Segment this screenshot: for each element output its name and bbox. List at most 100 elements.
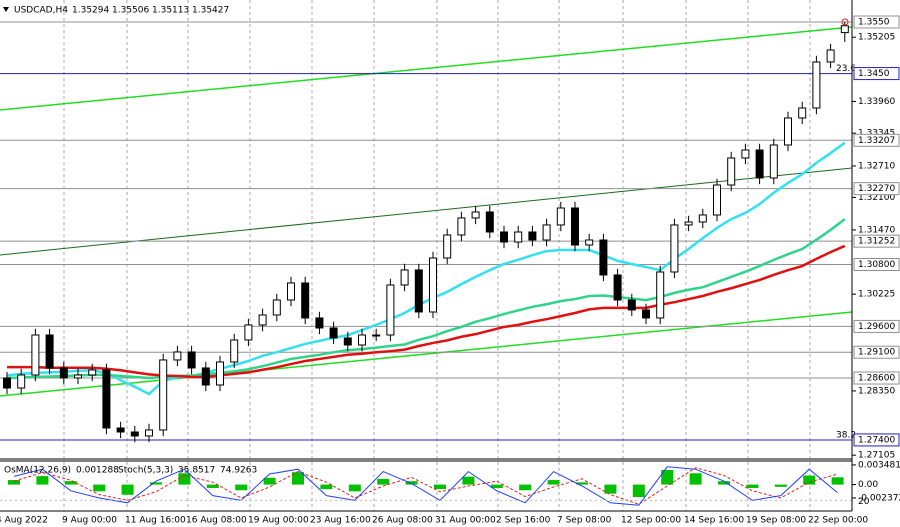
candle-body	[3, 377, 11, 389]
candle-body	[528, 231, 537, 241]
indicator-pane	[0, 466, 852, 506]
level-label: 1.27400	[858, 435, 895, 445]
moving-average	[6, 218, 846, 380]
candle-body	[343, 337, 352, 346]
trend-line-middle	[0, 167, 853, 256]
candle-body	[272, 299, 281, 316]
candle-body	[159, 359, 168, 431]
osma-bar	[632, 484, 645, 498]
y-tick-label: 1.33345	[858, 129, 895, 139]
osma-bar	[831, 477, 844, 485]
osma-tick-label: -0.002372	[858, 493, 900, 503]
candle-body	[585, 239, 594, 246]
candle-body	[187, 351, 196, 369]
y-tick-label: 1.32100	[858, 193, 895, 203]
moving-average	[6, 141, 846, 396]
osma-bar	[150, 482, 162, 485]
osma-bar	[93, 484, 106, 492]
candle-body	[727, 157, 736, 186]
level-label-box	[853, 258, 900, 272]
y-tick-label: 1.35205	[858, 33, 895, 43]
x-tick-label: 9 Aug 00:00	[62, 516, 117, 526]
candle-body	[571, 207, 579, 246]
candle-body	[599, 239, 608, 276]
level-label: 1.29600	[858, 322, 895, 332]
candle-body	[173, 351, 182, 361]
osma-bar	[519, 484, 532, 491]
candle-body	[755, 149, 764, 179]
level-label: 1.29100	[858, 348, 895, 358]
candle-body	[713, 184, 721, 216]
osma-bar	[235, 484, 248, 491]
level-label-box	[853, 182, 900, 196]
candle-body	[258, 314, 267, 326]
candle-body	[17, 374, 26, 389]
level-label: 1.31252	[858, 237, 895, 247]
osma-bar	[36, 476, 49, 485]
candle-body	[372, 334, 381, 337]
level-label: 1.32270	[858, 184, 895, 194]
osma-bar	[263, 477, 276, 485]
candles	[3, 21, 849, 443]
candle-body	[500, 231, 508, 243]
candle-body	[684, 221, 693, 226]
header-close: 1.35427	[192, 6, 229, 16]
osma-bar	[206, 484, 219, 488]
osma-value: 0.001288	[76, 466, 119, 476]
candle-body	[741, 149, 750, 159]
fib-label: 38.2	[836, 430, 856, 440]
candle-body	[244, 324, 253, 341]
candle-body	[556, 207, 565, 226]
candle-body	[784, 117, 792, 146]
osma-bar	[689, 473, 702, 485]
osma-bar	[292, 472, 304, 485]
axis: 4 Aug 2022 9 Aug 00:00 11 Aug 16:00 16 Aug …	[0, 15, 900, 526]
level-label: 1.33207	[858, 136, 895, 146]
x-tick-label: 22 Sep 00:00	[808, 516, 868, 526]
osma-bar	[803, 475, 816, 485]
candle-body	[31, 334, 40, 376]
candle-body	[59, 367, 68, 379]
candle-body	[840, 25, 849, 34]
candle-body	[315, 317, 324, 329]
level-label-box	[853, 433, 900, 447]
menu-icon	[3, 7, 9, 12]
levels: 23.6 38.2	[0, 21, 856, 441]
osma-bar	[64, 481, 77, 485]
osma-bar	[8, 480, 20, 485]
candle-body	[769, 144, 778, 179]
level-label-box	[853, 234, 900, 248]
x-tick-label: 7 Sep 08:00	[557, 516, 612, 526]
stoch-tick-label: 20	[858, 497, 870, 507]
candle-body	[642, 309, 650, 319]
level-marker	[841, 18, 849, 26]
osma-bar	[178, 473, 191, 485]
candle-body	[45, 334, 54, 369]
candle-body	[429, 257, 437, 313]
candle-body	[812, 61, 821, 109]
x-tick-label: 14 Sep 16:00	[684, 516, 744, 526]
level-label: 1.28600	[858, 374, 895, 384]
y-tick-label: 1.30225	[858, 290, 895, 300]
fib-label: 23.6	[836, 64, 856, 74]
symbol: USDCAD,H4	[14, 6, 68, 16]
osma-tick-label: 0.0034814	[858, 460, 900, 470]
candle-body	[74, 374, 82, 379]
osma-bar	[121, 484, 134, 495]
osma-label: OsMA(12,26,9)	[4, 466, 71, 476]
x-tick-label: 19 Aug 00:00	[248, 516, 309, 526]
x-tick-label: 26 Aug 08:00	[372, 516, 433, 526]
candle-body	[485, 211, 494, 233]
x-tick-label: 12 Sep 00:00	[621, 516, 681, 526]
x-tick-label: 2 Sep 16:00	[496, 516, 551, 526]
osma-bar	[661, 469, 674, 485]
moving-average	[7, 244, 846, 379]
candle-body	[102, 369, 111, 429]
header-low: 1.35113	[152, 6, 189, 16]
y-tick-label: 1.31470	[858, 225, 895, 235]
osma-bar	[604, 484, 617, 494]
x-tick-label: 4 Aug 2022	[0, 516, 48, 526]
candle-body	[329, 327, 338, 339]
candle-body	[145, 429, 153, 437]
trend-line-upper	[0, 26, 853, 111]
